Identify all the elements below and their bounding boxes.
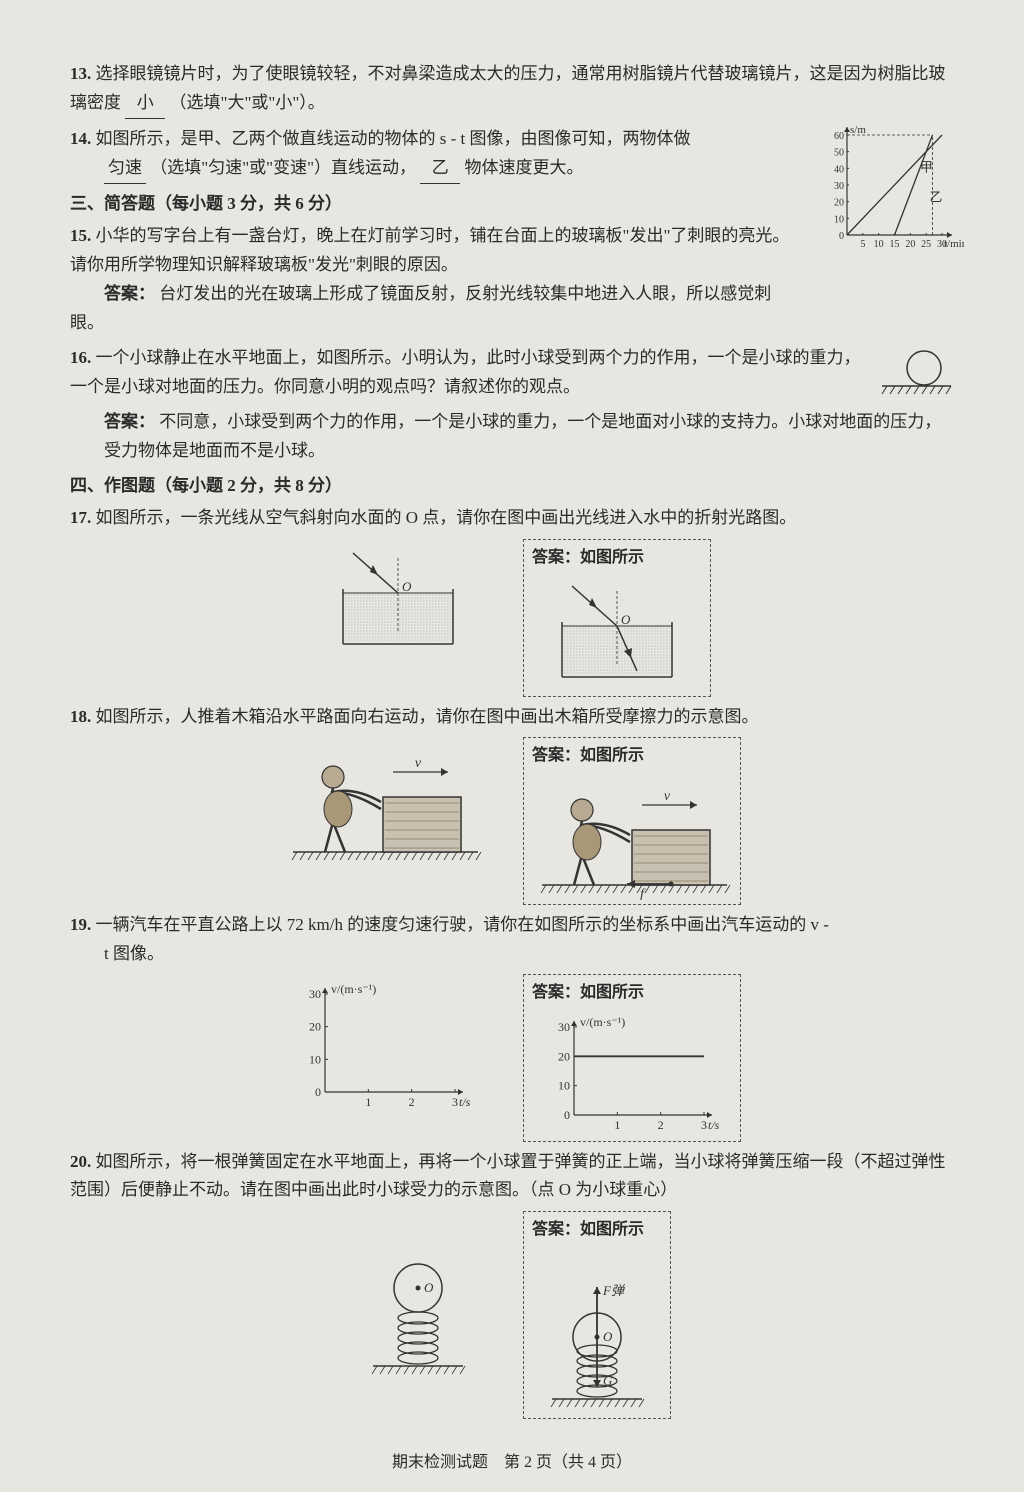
svg-text:10: 10: [558, 1078, 570, 1092]
q19-text-b: t 图像。: [70, 944, 164, 963]
q14-text-b: （选填"匀速"或"变速"）直线运动，: [150, 158, 416, 177]
push-box-svg-right: vf: [532, 770, 732, 900]
question-13: 13. 选择眼镜镜片时，为了使眼镜较轻，不对鼻梁造成太大的压力，通常用树脂镜片代…: [70, 60, 954, 119]
svg-text:乙: 乙: [929, 189, 942, 204]
svg-text:30: 30: [834, 181, 844, 192]
q14-text-c: 物体速度更大。: [465, 158, 584, 177]
svg-text:v: v: [415, 756, 422, 771]
q16-answer-block: 答案： 不同意，小球受到两个力的作用，一个是小球的重力，一个是地面对小球的支持力…: [70, 408, 954, 466]
spring-svg-left: O: [353, 1211, 483, 1381]
svg-text:0: 0: [564, 1108, 570, 1122]
q17-fig-left: O: [313, 539, 483, 659]
svg-text:2: 2: [409, 1095, 415, 1109]
q20-figures: O 答案：如图所示 O F弹 G: [70, 1211, 954, 1418]
q20-text: 如图所示，将一根弹簧固定在水平地面上，再将一个小球置于弹簧的正上端，当小球将弹簧…: [70, 1152, 946, 1200]
svg-text:60: 60: [834, 131, 844, 142]
svg-text:O: O: [621, 612, 631, 627]
q17-text: 如图所示，一条光线从空气斜射向水面的 O 点，请你在图中画出光线进入水中的折射光…: [96, 508, 797, 527]
svg-text:G: G: [603, 1373, 613, 1388]
svg-text:30: 30: [309, 987, 321, 1001]
svg-text:2: 2: [658, 1118, 664, 1132]
vt-chart-svg-right: 0 10 20 30 1 2 3 v/(m·s⁻¹) t/s: [532, 1007, 732, 1137]
push-box-svg-left: v: [283, 737, 483, 867]
q15-num: 15.: [70, 226, 91, 245]
svg-text:20: 20: [558, 1049, 570, 1063]
q17-ans-title: 答案：如图所示: [532, 544, 702, 571]
q16-ans: 不同意，小球受到两个力的作用，一个是小球的重力，一个是地面对小球的支持力。小球对…: [104, 412, 941, 460]
q17-num: 17.: [70, 508, 91, 527]
question-19: 19. 一辆汽车在平直公路上以 72 km/h 的速度匀速行驶，请你在如图所示的…: [70, 911, 954, 969]
q18-fig-left: v: [283, 737, 483, 867]
ball-svg: [879, 344, 954, 399]
q16-ball-figure: [879, 344, 954, 399]
svg-text:3: 3: [452, 1095, 458, 1109]
svg-text:0: 0: [315, 1085, 321, 1099]
q14-blank2: 乙: [420, 154, 460, 184]
q20-answer-box: 答案：如图所示 O F弹 G: [523, 1211, 671, 1418]
q18-figures: v 答案：如图所示 vf: [70, 737, 954, 904]
svg-text:O: O: [402, 579, 412, 594]
svg-text:甲: 甲: [920, 159, 933, 174]
question-15: 15. 小华的写字台上有一盏台灯，晚上在灯前学习时，铺在台面上的玻璃板"发出"了…: [70, 222, 954, 338]
q13-blank: 小: [125, 89, 165, 119]
q15-text: 小华的写字台上有一盏台灯，晚上在灯前学习时，铺在台面上的玻璃板"发出"了刺眼的亮…: [70, 226, 789, 274]
q19-num: 19.: [70, 915, 91, 934]
question-14: 14. 如图所示，是甲、乙两个做直线运动的物体的 s - t 图像，由图像可知，…: [70, 125, 954, 184]
q20-fig-left: O: [353, 1211, 483, 1381]
q20-num: 20.: [70, 1152, 91, 1171]
q14-blank1: 匀速: [104, 154, 146, 184]
q16-ans-label: 答案：: [104, 412, 155, 431]
q18-ans-title: 答案：如图所示: [532, 742, 732, 769]
page-footer: 期末检测试题 第 2 页（共 4 页）: [70, 1449, 954, 1476]
q19-answer-box: 答案：如图所示 0 10 20 30 1 2 3 v/(m·s⁻¹) t/s: [523, 974, 741, 1141]
question-20: 20. 如图所示，将一根弹簧固定在水平地面上，再将一个小球置于弹簧的正上端，当小…: [70, 1148, 954, 1206]
svg-text:1: 1: [614, 1118, 620, 1132]
svg-text:v/(m·s⁻¹): v/(m·s⁻¹): [331, 982, 376, 996]
refraction-svg-right: O: [532, 572, 702, 692]
svg-text:v/(m·s⁻¹): v/(m·s⁻¹): [580, 1015, 625, 1029]
svg-text:10: 10: [309, 1053, 321, 1067]
vt-chart-svg-left: 0 10 20 30 1 2 3 v/(m·s⁻¹) t/s: [283, 974, 483, 1114]
svg-text:O: O: [424, 1280, 434, 1295]
spring-svg-right: O F弹 G: [532, 1244, 662, 1414]
q19-text-a: 一辆汽车在平直公路上以 72 km/h 的速度匀速行驶，请你在如图所示的坐标系中…: [96, 915, 829, 934]
svg-text:t/s: t/s: [708, 1118, 720, 1132]
q16-text: 一个小球静止在水平地面上，如图所示。小明认为，此时小球受到两个力的作用，一个是小…: [70, 348, 861, 396]
q17-answer-box: 答案：如图所示 O: [523, 539, 711, 696]
refraction-svg-left: O: [313, 539, 483, 659]
q13-num: 13.: [70, 64, 91, 83]
q16-num: 16.: [70, 348, 91, 367]
svg-text:3: 3: [701, 1118, 707, 1132]
svg-text:s/m: s/m: [850, 124, 866, 136]
question-16: 16. 一个小球静止在水平地面上，如图所示。小明认为，此时小球受到两个力的作用，…: [70, 344, 954, 402]
q20-ans-title: 答案：如图所示: [532, 1216, 662, 1243]
svg-text:f: f: [640, 887, 646, 900]
q19-figures: 0 10 20 30 1 2 3 v/(m·s⁻¹) t/s 答案：如图所示 0 10 20 30 1 2…: [70, 974, 954, 1141]
q14-num: 14.: [70, 129, 91, 148]
q17-figures: O 答案：如图所示 O: [70, 539, 954, 696]
svg-text:t/s: t/s: [459, 1095, 471, 1109]
question-17: 17. 如图所示，一条光线从空气斜射向水面的 O 点，请你在图中画出光线进入水中…: [70, 504, 954, 533]
svg-text:O: O: [603, 1329, 613, 1344]
q15-ans: 台灯发出的光在玻璃上形成了镜面反射，反射光线较集中地进入人眼，所以感觉刺眼。: [70, 284, 771, 332]
question-18: 18. 如图所示，人推着木箱沿水平路面向右运动，请你在图中画出木箱所受摩擦力的示…: [70, 703, 954, 732]
svg-text:20: 20: [834, 197, 844, 208]
svg-text:20: 20: [309, 1020, 321, 1034]
q13-text-b: （选填"大"或"小"）。: [170, 93, 325, 112]
q19-ans-title: 答案：如图所示: [532, 979, 732, 1006]
svg-text:40: 40: [834, 164, 844, 175]
q18-num: 18.: [70, 707, 91, 726]
q14-text-a: 如图所示，是甲、乙两个做直线运动的物体的 s - t 图像，由图像可知，两物体做: [96, 129, 691, 148]
q18-answer-box: 答案：如图所示 vf: [523, 737, 741, 904]
q15-ans-label: 答案：: [104, 284, 155, 303]
q19-fig-left: 0 10 20 30 1 2 3 v/(m·s⁻¹) t/s: [283, 974, 483, 1114]
svg-text:30: 30: [558, 1020, 570, 1034]
q18-text: 如图所示，人推着木箱沿水平路面向右运动，请你在图中画出木箱所受摩擦力的示意图。: [96, 707, 759, 726]
svg-text:50: 50: [834, 147, 844, 158]
svg-text:1: 1: [365, 1095, 371, 1109]
section-4-header: 四、作图题（每小题 2 分，共 8 分）: [70, 472, 954, 501]
svg-text:F弹: F弹: [602, 1283, 626, 1298]
svg-text:v: v: [664, 789, 671, 804]
